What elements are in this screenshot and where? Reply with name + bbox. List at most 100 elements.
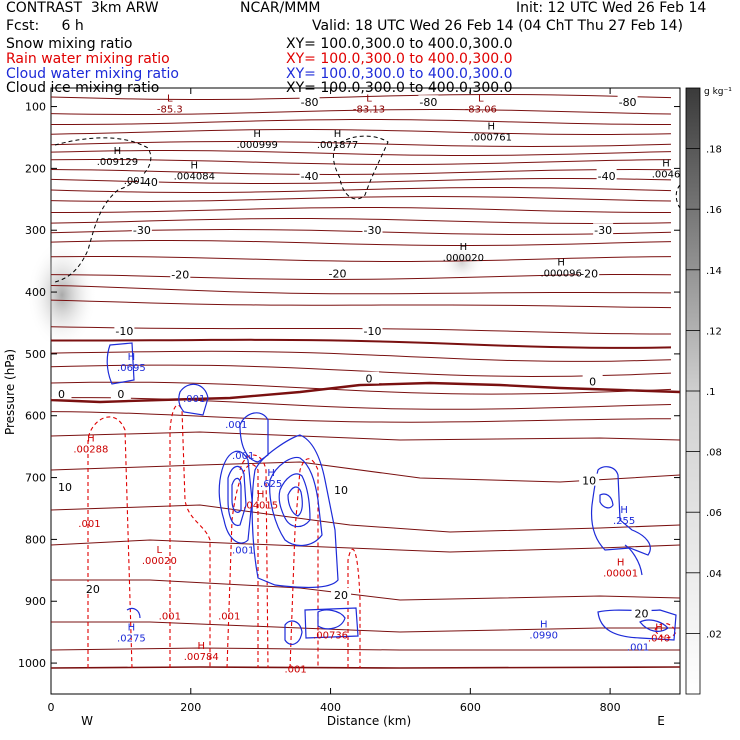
temp-label-9: -20: [171, 269, 189, 282]
extremum-mark-17: H: [617, 557, 625, 568]
temp-label-10: -20: [329, 268, 347, 281]
isotherm-low-2: [50, 504, 681, 533]
temp-label-bg-2: [617, 95, 638, 108]
extremum-value-22: .040: [648, 633, 670, 644]
isotherm-13: [50, 228, 672, 235]
isotherm-6: [50, 159, 672, 165]
cw-contour-15: [590, 466, 651, 556]
snow-contours: [54, 135, 681, 283]
temp-label-bg-23: [631, 606, 652, 619]
extremum-value-5: .000761: [471, 132, 512, 143]
isotherm-16: [50, 274, 672, 280]
isotherm-12: [50, 218, 672, 224]
y-tick-label-1000: 1000: [18, 657, 46, 670]
colorbar-unit: g kg⁻¹: [704, 87, 732, 97]
extremum-value-18: .0275: [117, 633, 146, 644]
rain-contours: [87, 404, 677, 669]
temp-label-bg-18: [54, 479, 75, 492]
contour-label-4: .001: [232, 546, 254, 557]
extremum-mark-11: H: [128, 352, 136, 363]
zero-isotherm: [50, 381, 681, 404]
init-time: Init: 12 UTC Wed 26 Feb 14: [516, 0, 707, 16]
extrema-labels: L-85.3L-83.13L-83.06H.000999H.001877H.00…: [73, 94, 680, 663]
rain-contour-7: [654, 622, 677, 639]
temp-label-11: -20: [580, 268, 598, 281]
legend-snow: Snow mixing ratio: [6, 36, 133, 52]
isotherm-21: [50, 350, 672, 362]
isotherm-0: [50, 94, 672, 100]
isotherm-9: [50, 187, 672, 193]
y-tick-label-800: 800: [25, 533, 46, 546]
extremum-value-15: .00020: [142, 556, 177, 567]
temp-label-bg-13: [362, 324, 383, 337]
extremum-mark-14: H: [257, 489, 265, 500]
temp-label-8: -30: [594, 224, 612, 237]
cw-contour-13: [284, 620, 303, 646]
isotherm-20: [51, 338, 672, 349]
x-tick-label-200: 200: [180, 701, 201, 714]
extremum-mark-0: L: [167, 94, 173, 105]
temp-label-bg-6: [131, 223, 152, 236]
y-tick-label-400: 400: [25, 286, 46, 299]
temp-label-bg-3: [138, 174, 159, 187]
extremum-mark-7: H: [191, 160, 199, 171]
cw-contour-7: [251, 434, 339, 589]
contour-label-9: .001: [627, 643, 649, 654]
cw-contour-9: [278, 473, 311, 528]
temp-label-bg-19: [331, 482, 352, 495]
cloud-water-contours: [106, 342, 677, 646]
temp-label-14: 0: [58, 388, 65, 401]
contour-label-6: .001: [159, 612, 181, 623]
extremum-value-8: .0046: [652, 170, 681, 181]
temp-label-1: -80: [419, 96, 437, 109]
colorbar-tick-label-.06: .06: [706, 508, 722, 519]
cw-contour-19: [639, 619, 669, 632]
temp-label-bg-15: [110, 387, 131, 400]
forecast-hour: Fcst: 6 h: [6, 18, 84, 34]
extremum-value-7: .004084: [174, 171, 215, 182]
colorbar-tick-label-.04: .04: [706, 569, 722, 580]
extremum-value-11: .0695: [117, 363, 146, 374]
colorbar-tick-label-.1: .1: [706, 387, 716, 398]
isotherm-2: [51, 119, 671, 125]
isotherm-23: [50, 381, 672, 395]
legend-cloud-ice: Cloud ice mixing ratio: [6, 80, 160, 96]
isotherm-14: [50, 240, 672, 246]
extremum-mark-8: H: [662, 159, 670, 170]
isotherm-low-6: [50, 647, 680, 651]
isotherm-15: [50, 256, 672, 262]
extremum-value-2: -83.06: [465, 105, 497, 116]
temp-label-bg-16: [358, 371, 379, 384]
extremum-mark-22: H: [655, 622, 663, 633]
snow-contour-east: [675, 184, 681, 209]
isotherm-low-7: [50, 666, 681, 669]
isotherm-7: [50, 168, 672, 176]
cw-contour-18: [597, 609, 677, 641]
temp-label-12: -10: [115, 325, 133, 338]
isotherm-1: [50, 109, 672, 115]
axes: 0 200 400 600 800100200300400500600700800900…: [18, 88, 680, 714]
temp-label-6: -30: [133, 224, 151, 237]
temp-label-bg-21: [82, 581, 103, 594]
extremum-value-17: .00001: [603, 568, 638, 579]
extremum-mark-9: H: [460, 242, 468, 253]
colorbar-tick-label-.14: .14: [706, 266, 722, 277]
isotherm-low-4: [51, 579, 681, 601]
temp-label-bg-20: [579, 473, 600, 486]
isotherm-24: [50, 397, 672, 410]
extremum-value-16: .255: [613, 516, 635, 527]
extremum-mark-2: L: [478, 94, 484, 105]
temp-label-4: -40: [301, 170, 319, 183]
y-tick-label-300: 300: [25, 224, 46, 237]
temperature-contours: [50, 94, 681, 669]
cw-contour-4: [227, 465, 247, 526]
temp-label-bg-5: [596, 168, 617, 181]
isotherm-10: [50, 195, 672, 202]
extremum-mark-1: L: [366, 94, 372, 105]
temp-label-21: 20: [86, 583, 100, 596]
extremum-value-4: .001877: [317, 140, 358, 151]
extremum-mark-13: H: [267, 468, 275, 479]
xy-snow: XY= 100.0,300.0 to 400.0,300.0: [286, 36, 513, 52]
rain-contour-6: [239, 454, 269, 669]
temp-label-bg-0: [299, 95, 320, 108]
